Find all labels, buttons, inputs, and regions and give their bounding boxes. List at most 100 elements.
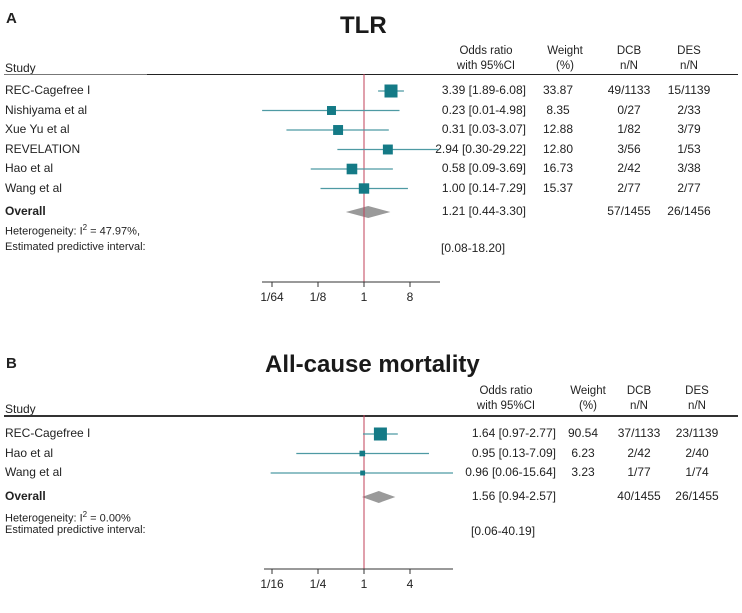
des-events: 3/79 xyxy=(677,122,701,136)
header-line: DES xyxy=(677,45,701,57)
heterogeneity-prefix: Heterogeneity: I xyxy=(5,225,83,238)
odds-ratio-value: 2.94 [0.30-29.22] xyxy=(435,141,526,156)
heterogeneity-superscript: 2 xyxy=(82,510,88,519)
header-line: DCB xyxy=(616,45,642,57)
point-estimate-box xyxy=(333,125,344,135)
overall-odds-ratio: 1.56 [0.94-2.57] xyxy=(471,489,556,503)
overall-dcb-events: 40/1455 xyxy=(617,489,661,503)
header-line: Weight xyxy=(547,45,583,57)
header-line: (%) xyxy=(579,400,597,412)
overall-label: Overall xyxy=(5,204,46,218)
weight-value: 12.88 xyxy=(542,122,574,136)
x-tick-label: 1 xyxy=(360,577,368,591)
overall-diamond xyxy=(361,491,396,503)
study-name: REC-Cagefree I xyxy=(5,426,91,440)
column-header-dcb: DCB n/N xyxy=(614,384,664,414)
weight-value: 6.23 xyxy=(571,445,595,460)
study-name: Nishiyama et al xyxy=(5,102,88,117)
overall-dcb-events: 57/1455 xyxy=(607,204,651,218)
predictive-interval-value: [0.08-18.20] xyxy=(441,241,506,255)
dcb-events: 2/77 xyxy=(617,180,641,195)
predictive-interval-label: Estimated predictive interval: xyxy=(5,524,146,536)
header-rule xyxy=(147,74,738,75)
des-events: 1/53 xyxy=(677,141,701,156)
point-estimate-box xyxy=(358,183,370,194)
overall-label: Overall xyxy=(5,489,46,503)
weight-value: 33.87 xyxy=(542,83,574,97)
column-header-weight: Weight (%) xyxy=(540,44,590,74)
header-line: (%) xyxy=(556,60,574,72)
chart-title: TLR xyxy=(340,12,387,39)
study-name: Xue Yu et al xyxy=(5,122,70,136)
des-events: 23/1139 xyxy=(675,426,719,440)
column-header-des: DES n/N xyxy=(664,44,714,74)
des-events: 15/1139 xyxy=(667,83,711,97)
header-line: Weight xyxy=(570,385,606,397)
point-estimate-box xyxy=(359,450,366,457)
x-tick-label: 1 xyxy=(360,290,368,304)
header-line: with 95%CI xyxy=(476,400,536,412)
header-line: n/N xyxy=(630,400,648,412)
odds-ratio-value: 1.64 [0.97-2.77] xyxy=(471,426,556,440)
study-name: Wang et al xyxy=(5,465,62,479)
study-name: REVELATION xyxy=(5,141,81,156)
header-line: Odds ratio xyxy=(459,45,513,57)
dcb-events: 0/27 xyxy=(617,102,641,117)
column-header-weight: Weight (%) xyxy=(563,384,613,414)
x-tick-label: 1/16 xyxy=(260,577,284,591)
column-header-odds-ratio: Odds ratio with 95%CI xyxy=(446,44,526,74)
column-header-study: Study xyxy=(5,402,36,416)
study-name: Wang et al xyxy=(5,180,62,195)
study-name: Hao et al xyxy=(5,445,54,460)
des-events: 1/74 xyxy=(685,465,709,479)
header-line: with 95%CI xyxy=(456,60,516,72)
x-tick-label: 8 xyxy=(406,290,414,304)
dcb-events: 1/77 xyxy=(627,465,651,479)
heterogeneity-prefix: Heterogeneity: I xyxy=(5,512,83,525)
column-header-dcb: DCB n/N xyxy=(604,44,654,74)
des-events: 2/33 xyxy=(677,102,701,117)
study-name: REC-Cagefree I xyxy=(5,83,91,97)
header-line: n/N xyxy=(620,60,638,72)
point-estimate-box xyxy=(346,163,358,175)
header-rule-left xyxy=(4,74,147,75)
study-name: Hao et al xyxy=(5,161,54,175)
point-estimate-box xyxy=(373,427,387,441)
header-line: Odds ratio xyxy=(479,385,533,397)
odds-ratio-value: 0.31 [0.03-3.07] xyxy=(441,122,526,136)
odds-ratio-value: 0.95 [0.13-7.09] xyxy=(471,445,556,460)
panel-letter: A xyxy=(6,10,17,27)
odds-ratio-value: 0.96 [0.06-15.64] xyxy=(465,465,556,479)
heterogeneity-value: = 47.97%, xyxy=(87,225,141,238)
weight-value: 90.54 xyxy=(567,426,599,440)
point-estimate-box xyxy=(382,144,393,155)
overall-des-events: 26/1455 xyxy=(675,489,719,503)
chart-title: All-cause mortality xyxy=(265,351,480,378)
heterogeneity-superscript: 2 xyxy=(82,223,88,232)
x-tick-label: 1/4 xyxy=(309,577,327,591)
header-line: DES xyxy=(685,385,709,397)
heterogeneity-text: Heterogeneity: I2 = 47.97%, xyxy=(5,223,140,238)
odds-ratio-value: 0.58 [0.09-3.69] xyxy=(441,161,526,175)
odds-ratio-value: 3.39 [1.89-6.08] xyxy=(441,83,526,97)
column-header-des: DES n/N xyxy=(672,384,722,414)
heterogeneity-text: Heterogeneity: I2 = 0.00% xyxy=(5,510,131,525)
des-events: 2/40 xyxy=(685,445,709,460)
header-rule xyxy=(4,415,738,417)
x-tick-label: 1/8 xyxy=(309,290,327,304)
overall-des-events: 26/1456 xyxy=(667,204,711,218)
header-line: n/N xyxy=(680,60,698,72)
des-events: 3/38 xyxy=(677,161,701,175)
odds-ratio-value: 0.23 [0.01-4.98] xyxy=(441,102,526,117)
dcb-events: 37/1133 xyxy=(617,426,661,440)
predictive-interval-label: Estimated predictive interval: xyxy=(5,241,146,253)
overall-diamond xyxy=(345,206,391,218)
dcb-events: 3/56 xyxy=(617,141,641,156)
panel-letter: B xyxy=(6,355,17,372)
odds-ratio-value: 1.00 [0.14-7.29] xyxy=(441,180,526,195)
overall-odds-ratio: 1.21 [0.44-3.30] xyxy=(441,204,526,218)
point-estimate-box xyxy=(384,84,398,98)
weight-value: 15.37 xyxy=(542,180,574,195)
weight-value: 16.73 xyxy=(542,161,574,175)
